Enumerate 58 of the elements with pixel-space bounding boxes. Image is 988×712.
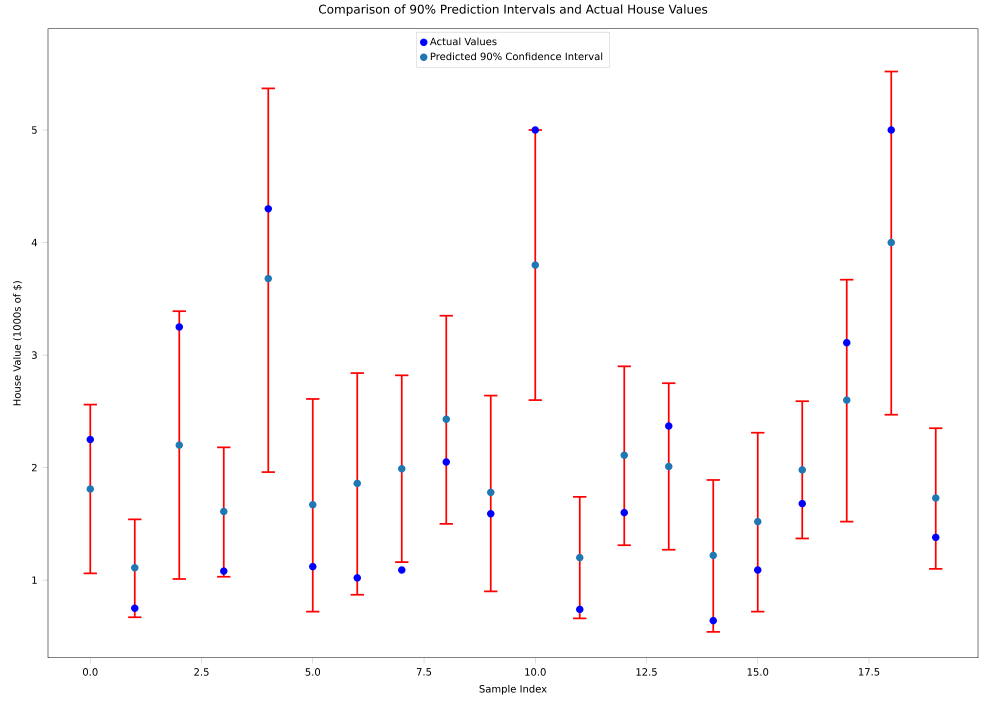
point [532, 261, 539, 269]
x-tick-label: 17.5 [858, 668, 880, 676]
x-tick-label: 0.0 [82, 668, 98, 676]
point [754, 518, 762, 526]
legend-label: Actual Values [430, 38, 497, 46]
x-tick-label: 10.0 [525, 668, 546, 676]
point [220, 508, 228, 516]
point [442, 458, 450, 466]
point [176, 323, 184, 331]
point [932, 494, 940, 502]
point [532, 126, 539, 134]
point [710, 552, 717, 560]
point [798, 466, 806, 474]
point [309, 501, 316, 509]
point [798, 500, 806, 508]
point [843, 339, 850, 347]
point [710, 617, 717, 624]
point [487, 488, 494, 496]
point [264, 205, 272, 213]
point [176, 441, 184, 449]
point [398, 465, 406, 473]
x-axis-title: Sample Index [480, 685, 547, 695]
point [487, 510, 494, 518]
x-tick-label: 15.0 [748, 668, 768, 676]
point [576, 554, 584, 562]
point [620, 508, 628, 516]
point [220, 567, 228, 575]
x-tick-label: 7.5 [416, 668, 432, 676]
y-tick-label: 3 [32, 351, 37, 359]
y-tick-label: 4 [32, 239, 38, 246]
x-tick-label: 2.5 [194, 668, 209, 676]
point [665, 462, 672, 470]
point [131, 564, 139, 572]
point [620, 452, 628, 460]
point [354, 480, 361, 488]
y-tick-label: 2 [32, 464, 37, 472]
point [264, 274, 272, 282]
chart-title: Comparison of 90% Prediction Intervals and Actual House Values [318, 4, 708, 16]
point [665, 422, 672, 430]
point [888, 238, 895, 246]
point [932, 534, 940, 542]
point [888, 126, 895, 134]
point [442, 416, 450, 424]
point [843, 396, 850, 404]
point [576, 606, 584, 614]
point [754, 566, 762, 574]
point [309, 562, 316, 570]
y-tick-label: 1 [32, 576, 37, 584]
legend-label: Predicted 90% Confidence Interval [430, 52, 602, 60]
point [131, 604, 139, 612]
x-tick-label: 5.0 [306, 668, 320, 676]
x-tick-label: 12.5 [636, 668, 657, 676]
y-axis-title: House Value (1000s of $) [13, 281, 22, 406]
point [86, 485, 94, 493]
point [354, 574, 361, 582]
point [86, 436, 94, 444]
y-tick-label: 5 [32, 126, 37, 134]
point [398, 566, 406, 574]
